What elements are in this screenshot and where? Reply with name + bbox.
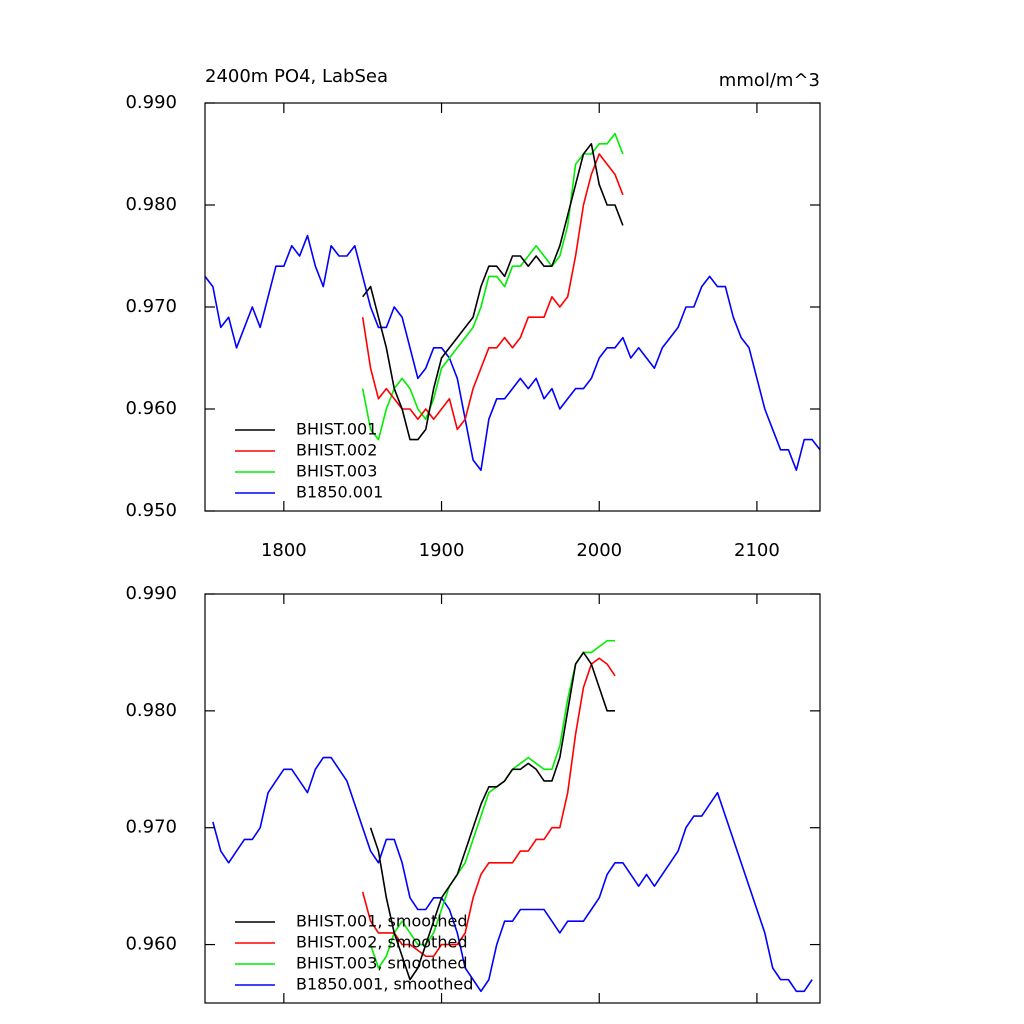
legend-label: B1850.001 (296, 483, 383, 502)
series-line (212, 756, 813, 993)
legend-label: BHIST.001, smoothed (296, 912, 467, 931)
plot-frame (204, 593, 821, 1004)
y-tick-label: 0.950 (125, 500, 177, 521)
y-tick-label: 0.970 (125, 296, 177, 317)
x-tick-label: 1800 (261, 540, 307, 561)
legend-label: BHIST.003, smoothed (296, 954, 467, 973)
series-line (361, 132, 624, 441)
series-line (369, 651, 615, 981)
x-tick-label: 1900 (419, 540, 465, 561)
y-tick-label: 0.980 (125, 700, 177, 721)
legend-label: BHIST.001 (296, 420, 377, 439)
y-tick-label: 0.990 (125, 92, 177, 113)
panel: 0.950 0.960 0.970 0.980 0.990 1800 1900 2000 210… (125, 66, 821, 561)
series-line (361, 153, 624, 431)
y-tick-label: 0.980 (125, 194, 177, 215)
y-tick-label: 0.990 (125, 583, 177, 604)
x-tick-label: 2000 (576, 540, 622, 561)
y-tick-label: 0.970 (125, 817, 177, 838)
units-label: mmol/m^3 (719, 70, 820, 91)
legend-label: BHIST.003 (296, 462, 377, 481)
series-line (361, 657, 616, 958)
legend-label: B1850.001, smoothed (296, 975, 473, 994)
y-tick-label: 0.960 (125, 934, 177, 955)
series-line (362, 143, 624, 441)
series-line (205, 234, 820, 471)
panel: 0.960 0.970 0.980 0.990 BHIST.001, smoothed B… (125, 583, 821, 1004)
chart-title: 2400m PO4, LabSea (205, 66, 388, 87)
x-tick-label: 2100 (734, 540, 780, 561)
legend-label: BHIST.002 (296, 441, 377, 460)
y-tick-label: 0.960 (125, 398, 177, 419)
legend-label: BHIST.002, smoothed (296, 933, 467, 952)
